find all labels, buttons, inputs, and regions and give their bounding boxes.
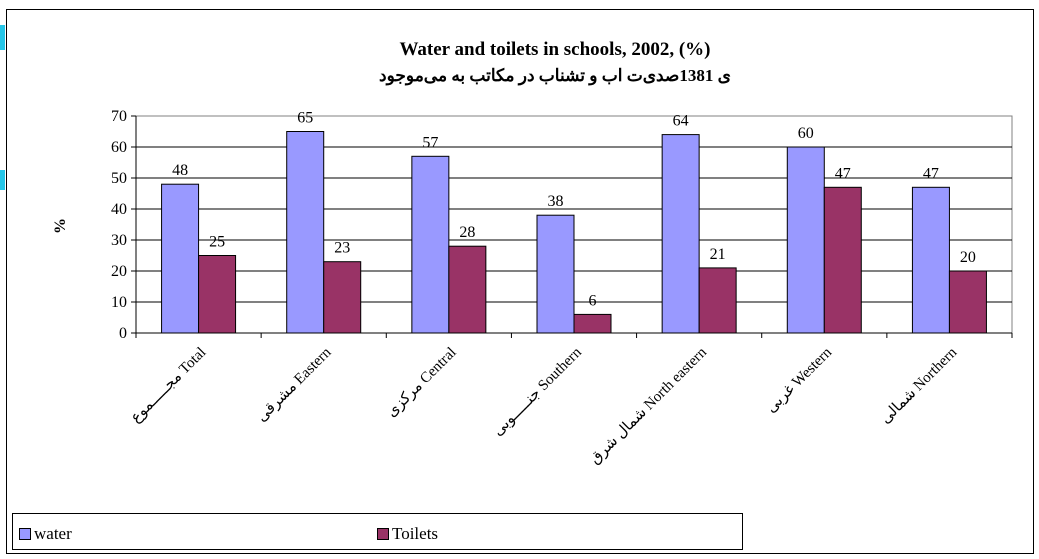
legend-label-toilets: Toilets xyxy=(392,524,439,543)
x-tick-label: غربی Western xyxy=(763,344,835,416)
bar-water-4 xyxy=(661,134,700,334)
bar-toilets-3 xyxy=(573,313,612,334)
bar-toilets-4 xyxy=(698,267,737,334)
plot-layer: 0 10 20 30 40 50 60 70 48 25 مجـــــموع Total 65 23 م… xyxy=(111,108,1013,467)
x-tick-label: مجـــــموع Total xyxy=(128,345,210,427)
y-axis-label: % xyxy=(52,218,69,234)
bar-water-5 xyxy=(786,146,825,334)
legend-label-water: water xyxy=(34,524,72,543)
data-label-water: 60 xyxy=(798,125,814,142)
y-tick-label: 50 xyxy=(111,170,127,187)
bar-water-1 xyxy=(286,131,325,334)
data-label-water: 38 xyxy=(548,193,564,210)
legend-item-toilets: Toilets xyxy=(377,524,438,544)
data-label-water: 64 xyxy=(673,113,689,130)
data-label-toilets: 21 xyxy=(710,246,726,263)
y-tick-label: 60 xyxy=(111,139,127,156)
data-label-toilets: 25 xyxy=(209,234,225,251)
data-label-toilets: 47 xyxy=(835,165,851,182)
data-label-water: 47 xyxy=(923,165,939,182)
data-label-water: 57 xyxy=(422,134,438,151)
bar-toilets-1 xyxy=(323,261,362,334)
legend-item-water: water xyxy=(19,524,72,544)
y-tick-label: 40 xyxy=(111,201,127,218)
bar-toilets-5 xyxy=(823,186,862,334)
sidebar-marker-bottom xyxy=(0,170,5,190)
legend: water Toilets xyxy=(12,513,743,550)
bar-water-3 xyxy=(536,214,575,334)
y-tick-label: 30 xyxy=(111,232,127,249)
legend-swatch-water xyxy=(19,528,31,540)
x-tick-label: شمال شرق North eastern xyxy=(587,344,710,467)
y-tick-label: 70 xyxy=(111,108,127,125)
y-tick-label: 0 xyxy=(119,325,127,342)
data-label-toilets: 28 xyxy=(459,224,475,241)
bar-water-2 xyxy=(411,155,450,334)
data-label-toilets: 6 xyxy=(589,292,597,309)
bar-water-0 xyxy=(161,183,200,334)
sidebar-marker-top xyxy=(0,25,5,50)
chart-title: Water and toilets in schools, 2002, (%) xyxy=(399,39,710,60)
data-label-water: 65 xyxy=(297,110,313,127)
legend-swatch-toilets xyxy=(377,528,389,540)
bar-toilets-0 xyxy=(198,255,237,334)
x-tick-label: شمالی Northern xyxy=(878,344,961,427)
data-label-toilets: 23 xyxy=(334,240,350,257)
y-tick-label: 20 xyxy=(111,263,127,280)
data-label-toilets: 20 xyxy=(960,249,976,266)
x-tick-label: مرکزی Central xyxy=(384,345,460,421)
chart-subtitle: ی 1381صدی‌ت اب و تشناب در مکاتب به می‌مو… xyxy=(379,66,731,86)
data-label-water: 48 xyxy=(172,162,188,179)
y-tick-label: 10 xyxy=(111,294,127,311)
x-tick-label: جنـــــوبی Southern xyxy=(490,344,585,439)
x-tick-label: مشرقی Eastern xyxy=(254,344,335,425)
bar-toilets-6 xyxy=(948,270,987,334)
bar-water-6 xyxy=(911,186,950,334)
bar-toilets-2 xyxy=(448,245,487,334)
